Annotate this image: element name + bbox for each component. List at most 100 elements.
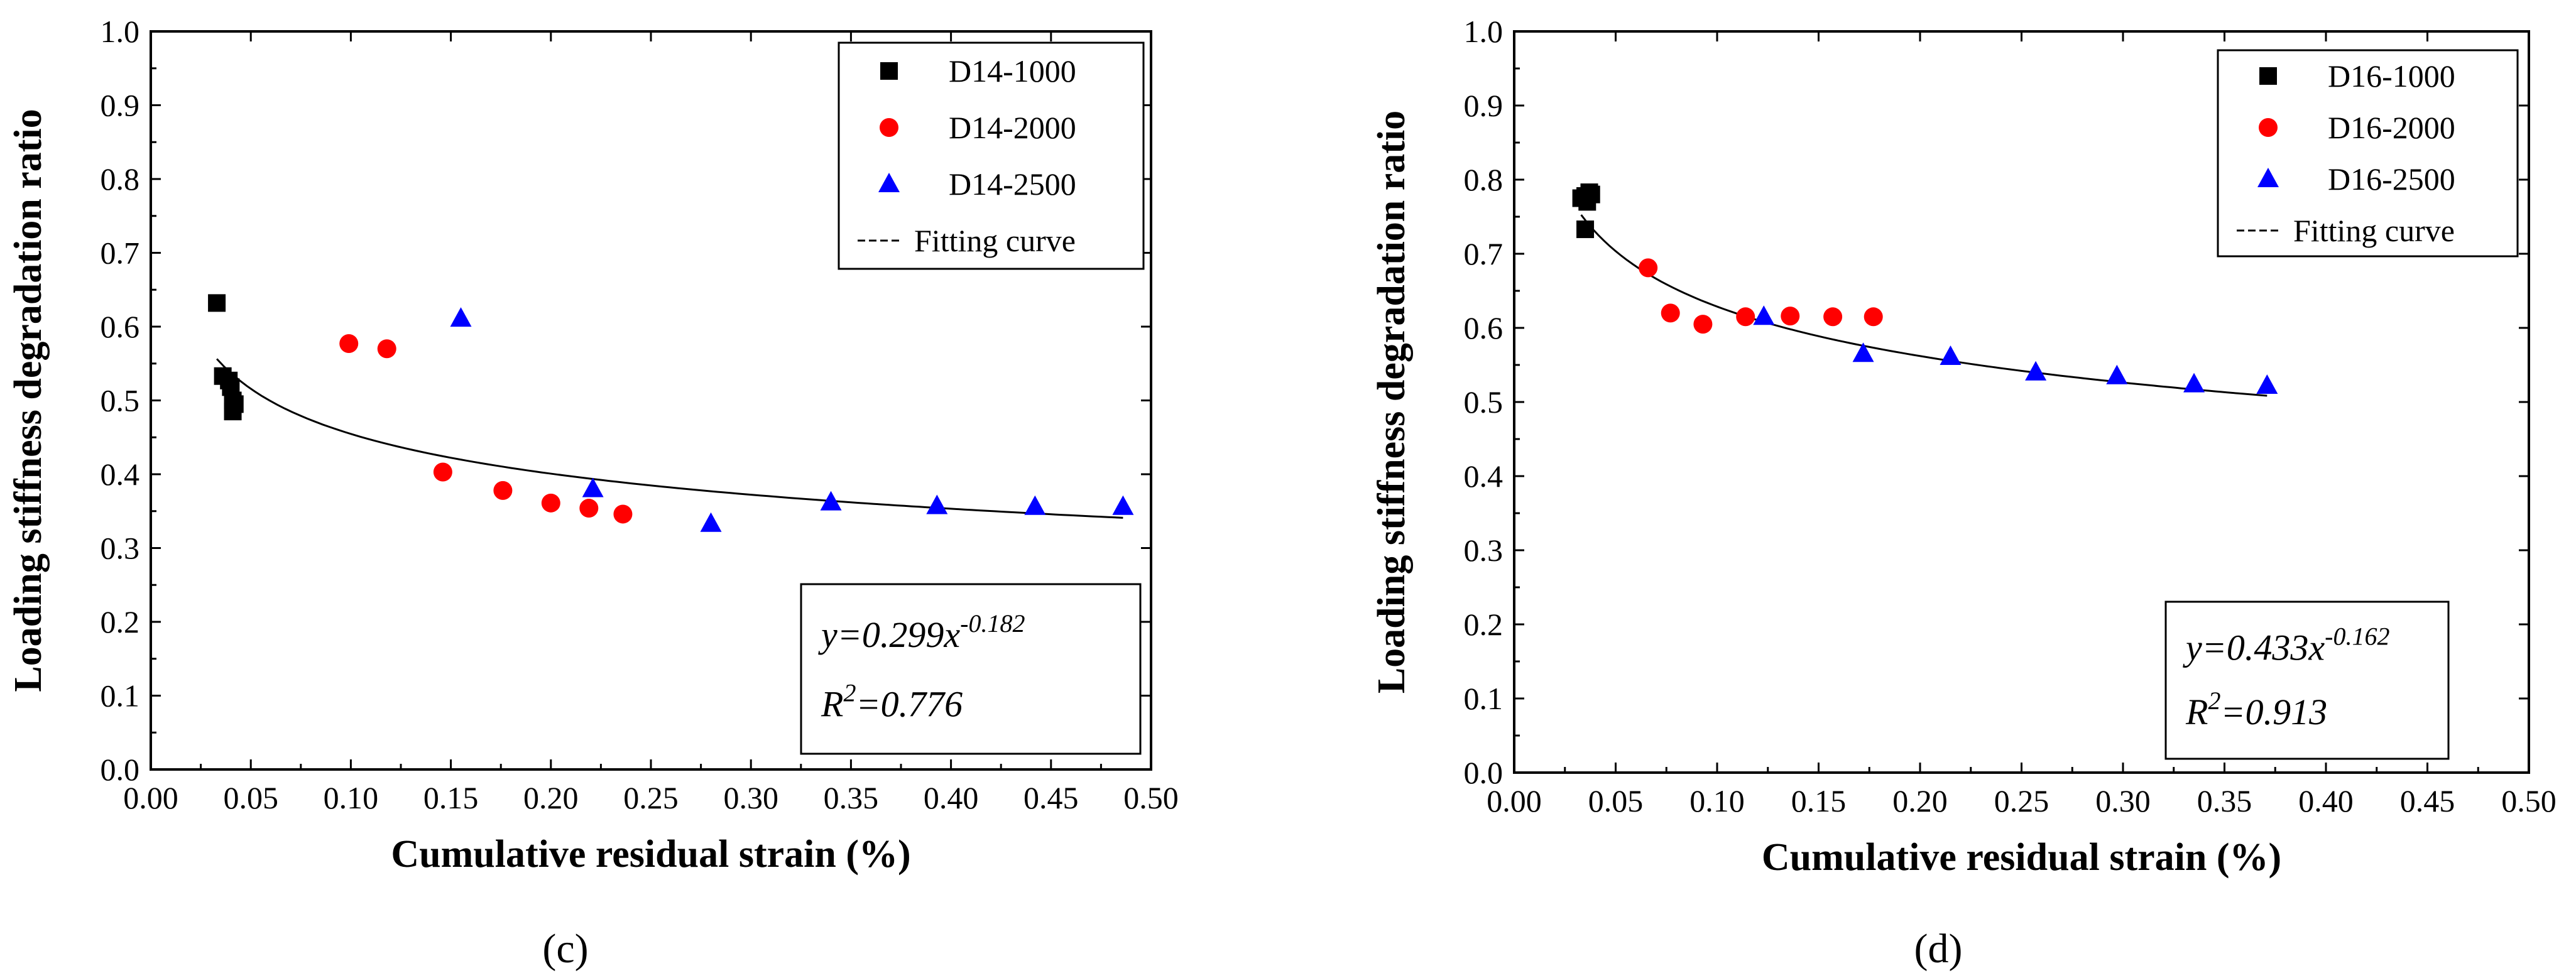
equation-box: y=0.299x-0.182 R2=0.776 [800,583,1142,755]
x-tick-label: 0.35 [2197,783,2252,818]
x-tick-label: 0.35 [824,780,879,815]
x-tick-label: 0.10 [1689,783,1745,818]
legend-label: D14-1000 [949,53,1076,89]
y-tick-label: 0.1 [101,678,140,714]
data-point-D16-1000 [1576,220,1595,239]
x-axis-title: Cumulative residual strain (%) [1762,836,2281,879]
x-tick-label: 0.15 [1791,783,1847,818]
data-point-D14-1000 [224,403,242,421]
data-point-D14-2000 [377,339,396,359]
r-squared: R2=0.776 [821,679,963,725]
r-squared: R2=0.913 [2185,687,2327,732]
legend-label: D16-1000 [2328,58,2455,94]
legend-marker-D14-2500 [878,173,900,192]
x-tick-label: 0.50 [2501,783,2557,818]
data-point-D14-2000 [493,481,513,500]
y-tick-label: 0.8 [101,161,140,197]
data-point-D14-2000 [613,504,633,524]
data-point-D14-2000 [541,493,560,513]
data-point-D14-2500 [1024,495,1046,515]
legend-box [838,41,1145,270]
legend-label: Fitting curve [2293,213,2455,248]
x-tick-label: 0.40 [2298,783,2354,818]
x-tick-label: 0.10 [324,780,379,815]
data-point-D16-2500 [2025,361,2047,381]
legend-label: D14-2500 [949,166,1076,202]
y-tick-label: 0.5 [1464,384,1504,420]
y-tick-label: 0.2 [1464,607,1504,642]
data-point-D16-2500 [1753,305,1775,325]
x-tick-label: 0.40 [924,780,979,815]
data-point-D14-2500 [450,307,472,327]
data-point-D14-2000 [339,334,359,354]
legend-marker-D16-2500 [2257,168,2279,187]
data-point-D16-2000 [1693,315,1713,334]
data-point-D16-2500 [2183,372,2205,393]
equation-frame [800,583,1142,755]
chart-panel-0: 0.00 0.05 0.10 0.15 0.20 0.25 0.30 0.35 0.40 0.45… [7,14,1179,972]
data-point-D16-2000 [1661,303,1680,323]
legend-marker-D16-2000 [2259,118,2278,137]
y-tick-label: 0.0 [1464,755,1504,790]
legend-marker-D16-1000 [2259,67,2277,85]
x-tick-label: 0.45 [2400,783,2455,818]
data-point-D14-1000 [208,294,226,312]
data-point-D14-2500 [1112,495,1134,515]
y-tick-label: 0.3 [1464,533,1504,568]
equation-box: y=0.433x-0.162 R2=0.913 [2164,600,2450,760]
x-tick-label: 0.20 [523,780,579,815]
series-D14-2000 [339,334,633,524]
y-tick-label: 0.2 [101,604,140,639]
series-D16-2500 [1753,305,2278,394]
data-point-D16-2000 [1823,307,1843,327]
data-point-D16-2000 [1736,307,1755,327]
y-tick-label: 0.3 [101,531,140,566]
data-point-D16-2000 [1864,307,1883,327]
panel-label: (d) [1914,926,1963,972]
y-tick-label: 0.9 [101,88,140,123]
y-tick-label: 0.5 [101,383,140,418]
legend-label: D16-2000 [2328,110,2455,145]
legend-label: D14-2000 [949,110,1076,145]
y-tick-label: 0.8 [1464,162,1504,197]
y-tick-label: 0.7 [101,236,140,271]
x-tick-label: 0.00 [123,780,178,815]
fitting-curve-line [216,358,1123,519]
data-point-D16-2500 [2106,364,2128,384]
series-D16-1000 [1572,183,1600,239]
x-tick-label: 0.25 [1994,783,2049,818]
data-point-D16-2500 [1940,345,1962,366]
y-tick-label: 0.1 [1464,681,1504,716]
y-axis-title: Loading stiffness degradation ratio [1370,111,1413,693]
data-point-D14-2500 [926,494,948,514]
x-tick-label: 0.30 [723,780,778,815]
chart-panel-1: 0.00 0.05 0.10 0.15 0.20 0.25 0.30 0.35 0.40 0.45… [1370,14,2557,972]
data-point-D14-2500 [700,512,722,532]
equation-frame [2164,600,2450,760]
x-tick-label: 0.20 [1892,783,1948,818]
data-point-D14-2000 [579,499,599,518]
legend: D16-1000 D16-2000 D16-2500 Fitting curve [2217,49,2519,258]
series-D14-1000 [208,294,244,421]
y-tick-label: 0.7 [1464,236,1504,271]
x-tick-label: 0.05 [223,780,278,815]
x-axis-title: Cumulative residual strain (%) [391,833,910,876]
panel-label: (c) [542,926,588,972]
data-point-D14-2500 [820,491,842,511]
y-tick-label: 1.0 [101,14,140,49]
data-point-D16-2000 [1781,307,1800,326]
fit-equation: y=0.433x-0.162 [2183,622,2389,668]
data-point-D14-2000 [433,462,452,482]
x-tick-label: 0.25 [623,780,679,815]
y-tick-label: 0.6 [1464,310,1504,345]
x-tick-label: 0.45 [1023,780,1079,815]
x-tick-label: 0.15 [423,780,479,815]
x-tick-label: 0.30 [2095,783,2151,818]
x-tick-label: 0.05 [1588,783,1644,818]
y-tick-label: 0.6 [101,309,140,344]
x-tick-label: 0.00 [1487,783,1542,818]
legend-marker-D14-2000 [880,118,898,137]
data-point-D16-2500 [2256,374,2278,394]
x-tick-label: 0.50 [1123,780,1179,815]
